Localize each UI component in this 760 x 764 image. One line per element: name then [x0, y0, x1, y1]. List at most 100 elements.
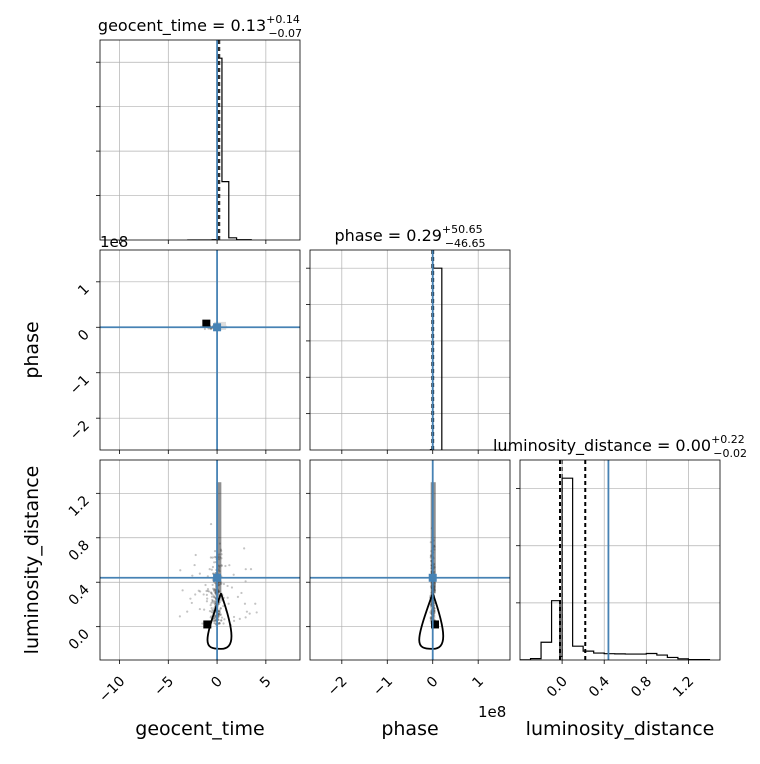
scatter-geocent_time-vs-luminosity_distance-xtick-label: −10	[96, 674, 128, 706]
scatter-geocent_time-vs-luminosity_distance-point	[212, 587, 215, 590]
scatter-phase-vs-luminosity_distance-point	[429, 611, 432, 614]
scatter-geocent_time-vs-luminosity_distance-point	[213, 619, 216, 622]
scatter-geocent_time-vs-luminosity_distance-point	[213, 615, 216, 618]
hist-luminosity_distance-xtick-label: 0.8	[628, 674, 655, 701]
scatter-geocent_time-vs-luminosity_distance-point	[219, 607, 222, 610]
scatter-geocent_time-vs-luminosity_distance-point	[181, 589, 184, 592]
scatter-geocent_time-vs-luminosity_distance-xtick-label: 0	[208, 674, 226, 692]
scatter-geocent_time-vs-luminosity_distance-point	[206, 589, 209, 593]
scatter-phase-vs-luminosity_distance-point	[429, 603, 433, 606]
scatter-geocent_time-vs-luminosity_distance-point	[217, 622, 221, 625]
scatter-geocent_time-vs-phase-frame	[99, 249, 301, 451]
scatter-phase-vs-luminosity_distance-point	[433, 614, 436, 617]
scatter-geocent_time-vs-luminosity_distance-point	[197, 589, 200, 592]
scatter-geocent_time-vs-luminosity_distance-point	[209, 522, 213, 526]
scatter-geocent_time-vs-luminosity_distance-point	[191, 574, 194, 577]
scatter-geocent_time-vs-phase-group	[100, 250, 300, 450]
scatter-phase-vs-luminosity_distance-group	[310, 460, 510, 660]
scatter-geocent_time-vs-luminosity_distance-xtick-label: 5	[257, 674, 275, 692]
scatter-geocent_time-vs-luminosity_distance-point	[211, 565, 215, 569]
scatter-geocent_time-vs-luminosity_distance-point	[179, 569, 182, 572]
xlabel-luminosity-distance: luminosity_distance	[526, 718, 715, 740]
hist-phase-frame	[309, 249, 511, 451]
scatter-phase-vs-luminosity_distance-peak-marker	[431, 620, 439, 629]
scatter-geocent_time-vs-luminosity_distance-point	[227, 602, 230, 605]
scatter-geocent_time-vs-luminosity_distance-point	[220, 616, 224, 619]
scatter-geocent_time-vs-phase-point	[209, 327, 212, 331]
scatter-geocent_time-vs-luminosity_distance-ytick-label: 0.8	[66, 537, 93, 564]
scatter-geocent_time-vs-luminosity_distance-point	[226, 596, 229, 599]
scatter-geocent_time-vs-luminosity_distance-point	[210, 606, 213, 610]
scatter-geocent_time-vs-luminosity_distance-point	[213, 622, 216, 625]
hist-luminosity_distance-xtick-label: 1.2	[670, 674, 697, 701]
scatter-geocent_time-vs-luminosity_distance-point	[209, 604, 212, 607]
scatter-geocent_time-vs-luminosity_distance-point	[222, 622, 225, 625]
scatter-geocent_time-vs-luminosity_distance-point	[210, 595, 214, 598]
scatter-geocent_time-vs-luminosity_distance-point	[178, 615, 181, 618]
hist-phase-group	[310, 250, 510, 450]
scatter-geocent_time-vs-luminosity_distance-point	[205, 600, 209, 603]
scatter-geocent_time-vs-luminosity_distance-point	[210, 615, 213, 618]
scatter-geocent_time-vs-luminosity_distance-point	[209, 616, 212, 619]
scatter-geocent_time-vs-luminosity_distance-density-core	[216, 482, 222, 594]
scatter-phase-vs-luminosity_distance-point	[433, 607, 436, 610]
scatter-geocent_time-vs-luminosity_distance-ytick-label: 1.2	[66, 493, 93, 520]
xlabel-phase: phase	[381, 718, 438, 740]
scatter-geocent_time-vs-luminosity_distance-point	[213, 561, 216, 564]
scatter-phase-vs-luminosity_distance-point	[429, 617, 432, 620]
scatter-geocent_time-vs-luminosity_distance-point	[213, 602, 217, 606]
scatter-geocent_time-vs-luminosity_distance-point	[219, 613, 222, 616]
hist-luminosity_distance-xtick-label: 0.0	[544, 674, 571, 701]
scatter-geocent_time-vs-luminosity_distance-point	[199, 590, 202, 593]
scatter-geocent_time-vs-phase-ytick-label: −2	[67, 418, 93, 444]
scatter-geocent_time-vs-luminosity_distance-point	[244, 568, 247, 571]
scatter-geocent_time-vs-phase-truth-marker	[213, 323, 222, 332]
scatter-geocent_time-vs-luminosity_distance-point	[204, 583, 207, 587]
hist-geocent_time-title: geocent_time = 0.13+0.14 −0.07	[98, 13, 302, 40]
scatter-geocent_time-vs-luminosity_distance-point	[210, 602, 213, 605]
scatter-geocent_time-vs-phase-point	[203, 327, 207, 331]
scatter-geocent_time-vs-luminosity_distance-point	[214, 618, 217, 622]
scatter-phase-vs-luminosity_distance-point	[429, 615, 432, 619]
scatter-geocent_time-vs-luminosity_distance-point	[213, 581, 216, 584]
scatter-geocent_time-vs-luminosity_distance-point	[238, 617, 241, 620]
scatter-geocent_time-vs-luminosity_distance-point	[214, 591, 217, 595]
scatter-phase-vs-luminosity_distance-point	[433, 609, 436, 612]
scatter-geocent_time-vs-luminosity_distance-point	[244, 580, 247, 583]
scatter-geocent_time-vs-luminosity_distance-point	[243, 602, 247, 605]
scatter-geocent_time-vs-luminosity_distance-point	[210, 592, 214, 596]
scatter-phase-vs-luminosity_distance-xtick-label: 1	[469, 674, 487, 692]
scatter-geocent_time-vs-luminosity_distance-point	[245, 610, 249, 613]
scatter-phase-vs-luminosity_distance-xtick-label: −2	[325, 674, 351, 700]
scatter-geocent_time-vs-luminosity_distance-point	[218, 611, 222, 614]
scatter-geocent_time-vs-luminosity_distance-point	[203, 608, 206, 611]
scatter-geocent_time-vs-luminosity_distance-point	[194, 593, 197, 596]
scatter-geocent_time-vs-luminosity_distance-point	[218, 610, 221, 613]
scatter-geocent_time-vs-luminosity_distance-point	[217, 610, 221, 613]
scatter-geocent_time-vs-luminosity_distance-point	[214, 622, 217, 625]
scatter-geocent_time-vs-luminosity_distance-point	[240, 591, 243, 595]
scatter-geocent_time-vs-luminosity_distance-point	[212, 601, 215, 604]
scatter-phase-vs-luminosity_distance-point	[430, 618, 433, 621]
scatter-geocent_time-vs-luminosity_distance-point	[222, 604, 225, 608]
scatter-phase-vs-luminosity_distance-truth-marker	[428, 573, 437, 582]
scatter-geocent_time-vs-phase-ytick-label: 1	[75, 281, 93, 299]
scatter-geocent_time-vs-luminosity_distance-point	[206, 575, 209, 578]
scatter-geocent_time-vs-luminosity_distance-point	[213, 596, 216, 599]
scatter-geocent_time-vs-luminosity_distance-point	[214, 619, 217, 623]
scatter-geocent_time-vs-luminosity_distance-point	[232, 573, 235, 576]
xlabel-geocent-time: geocent_time	[135, 718, 264, 740]
scatter-phase-vs-luminosity_distance-xtick-label: −1	[370, 674, 396, 700]
scatter-phase-vs-luminosity_distance-point	[430, 606, 433, 609]
scatter-geocent_time-vs-luminosity_distance-point	[206, 587, 210, 591]
scatter-geocent_time-vs-luminosity_distance-ytick-label: 0.0	[66, 626, 93, 653]
scatter-geocent_time-vs-luminosity_distance-truth-marker	[213, 573, 222, 582]
scatter-geocent_time-vs-luminosity_distance-point	[230, 586, 234, 589]
scatter-geocent_time-vs-luminosity_distance-point	[210, 568, 213, 571]
scatter-geocent_time-vs-luminosity_distance-point	[213, 550, 217, 553]
scatter-geocent_time-vs-luminosity_distance-point	[210, 610, 213, 613]
scatter-geocent_time-vs-luminosity_distance-point	[201, 622, 204, 625]
scatter-geocent_time-vs-luminosity_distance-point	[186, 610, 189, 613]
scatter-geocent_time-vs-luminosity_distance-point	[214, 601, 217, 604]
scatter-geocent_time-vs-luminosity_distance-point	[255, 611, 258, 614]
